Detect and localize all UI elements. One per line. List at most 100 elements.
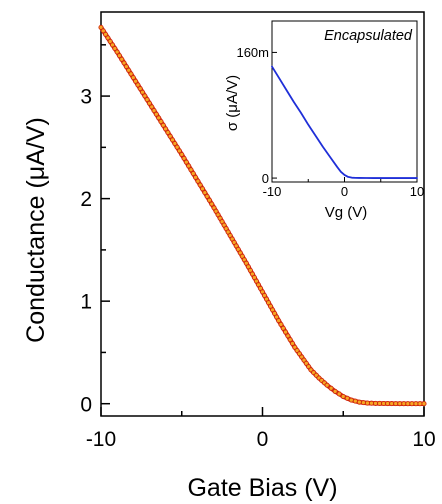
- main-data-point: [103, 31, 109, 37]
- main-data-point: [199, 186, 206, 192]
- main-data-point: [160, 122, 166, 128]
- main-data-point: [360, 400, 366, 406]
- main-data-point: [280, 325, 286, 331]
- main-x-tick-label: 0: [257, 428, 269, 451]
- main-data-point: [289, 340, 296, 347]
- main-data-point: [153, 111, 159, 117]
- main-data-point: [119, 56, 125, 62]
- inset-y-tick-label: 160m: [236, 45, 269, 60]
- main-data-point: [100, 28, 106, 34]
- main-data-point: [174, 144, 180, 150]
- main-data-point: [340, 393, 346, 400]
- main-data-point: [181, 155, 187, 161]
- main-data-point: [188, 167, 194, 173]
- main-data-point: [116, 53, 123, 59]
- main-data-point: [183, 159, 189, 165]
- main-data-point: [107, 38, 113, 44]
- main-data-point: [368, 400, 375, 406]
- main-data-point: [397, 401, 403, 407]
- main-data-point: [167, 133, 173, 139]
- main-data-point: [204, 193, 210, 199]
- main-data-point: [190, 171, 196, 177]
- main-data-point: [332, 388, 338, 394]
- main-data-point: [186, 163, 192, 169]
- inset-ylabel: σ (μA/V): [224, 75, 241, 131]
- main-data-point: [123, 64, 129, 70]
- main-data-point: [401, 401, 407, 407]
- main-data-point: [372, 400, 379, 406]
- main-data-point: [364, 400, 371, 406]
- main-data-point: [344, 395, 350, 401]
- main-data-point: [385, 400, 391, 407]
- main-y-tick-label: 3: [80, 86, 92, 109]
- main-data-point: [130, 75, 136, 81]
- main-data-point: [121, 60, 127, 66]
- main-data-point: [413, 401, 419, 407]
- main-data-point: [389, 401, 395, 407]
- main-data-point: [348, 397, 354, 403]
- main-data-point: [165, 130, 171, 136]
- inset-x-tick-label: -10: [263, 184, 282, 199]
- main-data-point: [163, 126, 169, 132]
- main-data-point: [128, 71, 134, 77]
- inset-title: Encapsulated: [324, 28, 413, 44]
- main-x-tick-label: -10: [86, 428, 116, 451]
- main-data-point: [393, 401, 399, 407]
- main-y-tick-label: 1: [80, 291, 92, 314]
- main-data-point: [405, 401, 411, 407]
- main-data-series: [98, 24, 427, 407]
- main-data-point: [114, 49, 120, 55]
- main-data-point: [285, 333, 291, 339]
- main-data-point: [144, 97, 150, 103]
- main-data-point: [137, 86, 143, 92]
- main-data-point: [105, 35, 111, 41]
- main-data-point: [193, 174, 199, 180]
- inset-xlabel: Vg (V): [325, 204, 368, 221]
- main-data-point: [328, 385, 334, 391]
- inset-series-line: [271, 65, 418, 179]
- main-data-point: [377, 400, 383, 406]
- inset-y-tick-label: 0: [262, 171, 269, 186]
- main-data-point: [151, 108, 157, 114]
- main-data-point: [421, 401, 427, 407]
- main-data-point: [381, 400, 387, 407]
- main-data-point: [142, 93, 148, 99]
- main-data-point: [139, 89, 146, 95]
- main-data-point: [409, 401, 415, 407]
- main-data-point: [135, 82, 141, 88]
- main-data-point: [172, 140, 178, 147]
- main-data-point: [126, 67, 132, 73]
- main-data-point: [287, 337, 293, 343]
- main-data-point: [169, 137, 176, 143]
- main-data-point: [133, 78, 139, 84]
- main-data-point: [336, 391, 342, 397]
- main-data-point: [197, 182, 203, 188]
- main-data-point: [146, 100, 152, 106]
- main-data-point: [209, 201, 215, 207]
- main-xlabel: Gate Bias (V): [187, 474, 337, 502]
- main-data-point: [352, 398, 358, 404]
- main-data-point: [179, 151, 185, 158]
- main-y-tick-label: 0: [80, 393, 92, 416]
- inset-x-tick-label: 0: [341, 184, 348, 199]
- main-data-point: [156, 115, 162, 121]
- inset-data-series: [271, 65, 418, 179]
- main-data-point: [109, 42, 116, 48]
- main-data-point: [195, 178, 201, 184]
- main-ylabel: Conductance (μA/V): [22, 117, 50, 343]
- main-data-point: [278, 321, 284, 328]
- main-data-point: [176, 148, 182, 154]
- main-data-point: [276, 318, 282, 324]
- main-data-point: [324, 382, 330, 388]
- main-y-tick-label: 2: [80, 188, 92, 211]
- main-data-point: [112, 45, 118, 52]
- main-data-point: [158, 119, 164, 125]
- main-data-point: [149, 104, 155, 110]
- main-data-point: [417, 401, 423, 407]
- main-x-tick-label: 10: [412, 428, 435, 451]
- main-data-point: [283, 329, 289, 335]
